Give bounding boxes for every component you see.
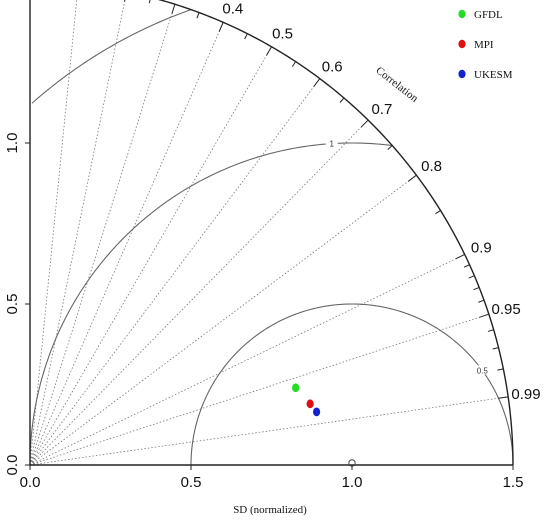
correlation-ray	[29, 78, 321, 466]
axes-layer	[25, 0, 514, 470]
correlation-tick	[171, 4, 176, 14]
rms-contour	[190, 303, 514, 466]
x-tick-label: 0.5	[181, 474, 202, 491]
correlation-tick	[487, 329, 494, 332]
data-point-ukesm	[312, 407, 321, 417]
correlation-tick	[244, 33, 248, 40]
correlation-ray	[29, 119, 369, 466]
correlation-tick	[435, 210, 441, 215]
correlation-tick	[266, 46, 272, 56]
labels-layer: 0.511.50.10.20.30.40.50.60.70.80.90.950.…	[4, 0, 541, 491]
rms-label-bg	[476, 365, 489, 375]
rms-contour-label: 0.5	[477, 366, 489, 375]
x-tick-label: 1.0	[342, 474, 363, 491]
x-tick-label: 0.0	[20, 474, 41, 491]
x-tick-label: 1.5	[503, 474, 524, 491]
correlation-ray	[29, 254, 465, 466]
correlation-tick	[291, 61, 297, 67]
correlation-tick	[218, 22, 224, 32]
correlation-label: 0.9	[471, 239, 492, 256]
correlation-ray	[29, 22, 224, 466]
rms-label-bg	[325, 138, 338, 148]
data-point-gfdl	[292, 383, 300, 393]
correlation-tick	[479, 313, 490, 318]
legend-marker	[458, 69, 466, 79]
correlation-ray	[29, 0, 126, 466]
rms-contour	[29, 142, 392, 466]
rms-contour	[31, 9, 191, 104]
correlation-tick	[497, 368, 504, 371]
correlation-tick	[387, 145, 393, 150]
correlation-ray	[29, 0, 78, 466]
correlation-tick	[313, 78, 321, 87]
rms-contour-label: 1	[330, 140, 335, 149]
points-layer	[292, 383, 356, 467]
correlation-label: 0.4	[222, 0, 243, 17]
y-tick-label: 0.0	[4, 455, 21, 476]
correlation-ray	[29, 313, 489, 466]
correlation-ray	[29, 46, 272, 466]
correlation-ray	[29, 4, 176, 466]
y-tick-label: 0.5	[4, 294, 21, 315]
correlation-tick	[148, 0, 151, 4]
correlation-tick	[360, 119, 369, 128]
legend-label: UKESM	[474, 69, 513, 81]
correlation-tick	[468, 275, 475, 279]
correlation-tick	[478, 299, 485, 303]
y-tick-label: 1.0	[4, 133, 21, 154]
correlation-tick	[498, 396, 509, 399]
legend-label: GFDL	[474, 9, 503, 21]
x-axis-title: SD (normalized)	[233, 504, 307, 516]
correlation-ray	[29, 174, 417, 466]
reference-point	[348, 459, 356, 467]
correlation-label: 0.8	[421, 158, 442, 175]
correlation-tick	[473, 287, 480, 291]
correlation-label: 0.99	[511, 386, 540, 403]
outer-sd-arc	[157, 0, 514, 466]
grid-layer	[29, 0, 514, 466]
correlation-arc-title: Correlation	[373, 64, 420, 105]
correlation-tick	[463, 264, 470, 268]
legend-label: MPI	[474, 39, 494, 51]
correlation-label: 0.6	[322, 58, 343, 75]
correlation-tick	[492, 347, 499, 350]
correlation-tick	[339, 97, 345, 103]
correlation-tick	[408, 174, 417, 182]
correlation-ray	[29, 396, 509, 466]
correlation-label: 0.95	[492, 301, 521, 318]
correlation-tick	[455, 254, 465, 260]
correlation-label: 0.5	[272, 26, 293, 43]
correlation-label: 0.7	[371, 101, 392, 118]
legend: GFDL MPI UKESM	[458, 9, 513, 81]
data-point-mpi	[306, 399, 314, 409]
correlation-tick	[124, 0, 126, 2]
legend-marker	[458, 39, 466, 49]
correlation-tick	[196, 12, 200, 19]
legend-marker	[458, 9, 466, 19]
